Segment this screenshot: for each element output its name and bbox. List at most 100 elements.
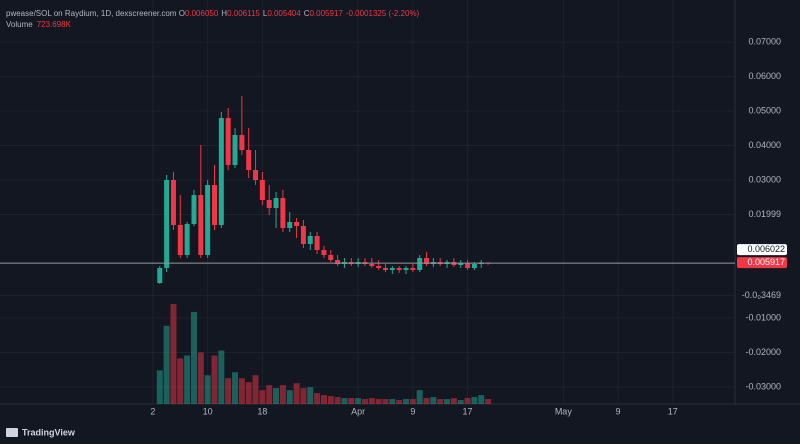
- y-tick-label: 0.04000: [748, 140, 781, 150]
- candle-body: [205, 185, 211, 256]
- y-tick-label: 0.05000: [748, 105, 781, 115]
- volume-pane: [156, 304, 492, 404]
- candle-body: [424, 258, 430, 265]
- volume-bar: [396, 400, 403, 404]
- volume-bar: [218, 350, 225, 404]
- volume-bar: [320, 395, 327, 404]
- volume-bar: [478, 395, 485, 404]
- volume-bar: [245, 382, 252, 404]
- candle-body: [287, 221, 293, 228]
- candle-body: [382, 268, 388, 271]
- candle-body: [170, 180, 176, 225]
- volume-bar: [457, 400, 464, 404]
- candle-body: [417, 258, 423, 271]
- volume-bar: [450, 398, 457, 404]
- volume-label: Volume: [6, 20, 33, 29]
- candles: [0, 96, 735, 284]
- volume-bar: [403, 399, 410, 404]
- candle-body: [259, 180, 265, 201]
- legend: pwease/SOL on Raydium, 1D, dexscreener.c…: [6, 8, 422, 30]
- volume-bar: [156, 370, 163, 404]
- volume-bar: [314, 393, 321, 404]
- volume-bar: [238, 378, 245, 404]
- price-badge: [737, 244, 787, 256]
- y-tick-label: 0.07000: [748, 36, 781, 46]
- y-tick-label: -0.0₀3469: [742, 290, 781, 300]
- volume-bar: [273, 388, 280, 404]
- volume-bar: [485, 399, 492, 404]
- volume-bar: [279, 385, 286, 404]
- volume-row: Volume 723.698K: [6, 19, 422, 30]
- symbol-row: pwease/SOL on Raydium, 1D, dexscreener.c…: [6, 8, 422, 19]
- x-tick-label: 9: [410, 406, 415, 416]
- candle-body: [321, 250, 327, 256]
- candle-body: [211, 185, 217, 225]
- candle-body: [253, 170, 259, 181]
- volume-value: 723.698K: [36, 20, 71, 29]
- y-tick-label: -0.03000: [745, 381, 781, 391]
- volume-bar: [211, 355, 218, 404]
- x-tick-label: 17: [463, 406, 473, 416]
- ohlc-value: 0.006050: [184, 9, 219, 18]
- candle-body: [198, 195, 204, 256]
- volume-bar: [409, 399, 416, 404]
- volume-bar: [361, 399, 368, 404]
- volume-bar: [334, 397, 341, 404]
- candle-body: [335, 260, 341, 265]
- candle-body: [471, 264, 477, 269]
- candle-body: [300, 225, 306, 245]
- candle-body: [458, 263, 464, 266]
- x-tick-label: 18: [257, 406, 267, 416]
- ohlc-value: 0.005404: [267, 9, 301, 18]
- volume-bar: [177, 358, 184, 404]
- watermark: TradingView: [22, 427, 76, 437]
- ohlc-key: C: [303, 9, 310, 18]
- candle-body: [266, 200, 272, 209]
- volume-bar: [286, 390, 293, 404]
- x-tick-label: May: [555, 406, 573, 416]
- candle-body: [314, 235, 320, 251]
- price-badge-label: 0.005917: [747, 257, 785, 267]
- volume-bar: [423, 398, 430, 404]
- volume-bar: [252, 375, 259, 404]
- candle-body: [465, 263, 471, 269]
- volume-bar: [190, 311, 197, 404]
- axes: 0.07000 0.06000 0.05000 0.04000 0.03000 0.019…: [150, 36, 787, 416]
- candle-body: [218, 118, 224, 225]
- candle-body: [191, 195, 197, 224]
- candle-body: [177, 224, 183, 256]
- volume-bar: [382, 399, 389, 404]
- volume-bar: [225, 378, 232, 404]
- y-tick-label: -0.01000: [745, 312, 781, 322]
- x-tick-label: Apr: [351, 406, 365, 416]
- volume-bar: [389, 399, 396, 404]
- candle-body: [232, 135, 238, 166]
- candle-body: [307, 235, 313, 245]
- symbol: pwease/SOL on Raydium, 1D, dexscreener.c…: [6, 9, 177, 18]
- volume-bar: [307, 387, 314, 404]
- volume-bar: [444, 399, 451, 404]
- price-badge-label: 0.006022: [747, 244, 785, 254]
- y-tick-label: 0.06000: [748, 71, 781, 81]
- volume-bar: [163, 325, 170, 404]
- volume-bar: [437, 399, 444, 404]
- volume-bar: [327, 396, 334, 404]
- logo: [6, 428, 18, 437]
- candle-body: [225, 118, 231, 166]
- x-tick-label: 9: [616, 406, 621, 416]
- ohlc: O0.006050 H0.006115 L0.005404 C0.005917: [179, 9, 346, 18]
- volume-bar: [375, 399, 382, 404]
- candle-body: [280, 198, 286, 228]
- y-tick-label: 0.03000: [748, 174, 781, 184]
- candle-body: [328, 255, 334, 261]
- candle-body: [410, 268, 416, 271]
- volume-bar: [300, 388, 307, 404]
- volume-bar: [266, 385, 273, 404]
- volume-bar: [355, 398, 362, 404]
- candle-body: [184, 223, 190, 256]
- candle-body: [403, 268, 409, 271]
- volume-bar: [232, 372, 239, 404]
- candle-body: [369, 264, 375, 267]
